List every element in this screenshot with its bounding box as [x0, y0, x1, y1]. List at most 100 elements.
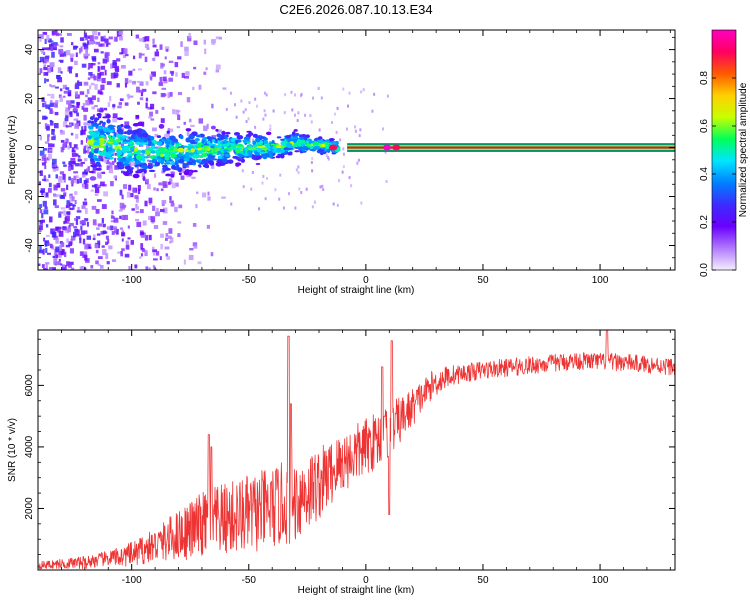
spectrogram-cell [126, 129, 132, 136]
spectrogram-cell [192, 154, 197, 159]
spectrogram-cell [188, 32, 191, 39]
spectrogram-cell [111, 210, 114, 215]
spectrogram-cell [45, 234, 50, 237]
spectrogram-cell [297, 111, 300, 115]
spectrogram-cell [144, 200, 148, 207]
spectrogram-cell [152, 205, 156, 211]
spectrogram-cell [55, 167, 59, 171]
spectrogram-cell [166, 130, 170, 134]
spectrogram-cell [125, 54, 129, 57]
spectrogram-cell [74, 200, 77, 205]
spectrogram-cell [43, 237, 46, 242]
spectrogram-cell [97, 256, 103, 260]
spectrogram-cell [48, 153, 52, 160]
spectrogram-cell [148, 267, 151, 270]
spectrogram-cell [123, 124, 131, 129]
spectrogram-cell [304, 113, 307, 117]
spectrogram-cell [252, 138, 255, 142]
spectrogram-cell [63, 210, 66, 216]
spectrogram-cell [100, 265, 104, 269]
spectrogram-cell [53, 184, 58, 191]
snr-panel: -100 -50 0 50 100 2000 4000 6000 Height of str… [7, 329, 676, 596]
spectrogram-cell [282, 206, 285, 210]
spectrogram-cell [43, 64, 47, 68]
spectrogram-cell [42, 102, 46, 108]
spectrogram-cell [45, 224, 49, 228]
spectrogram-cell [144, 56, 148, 63]
spectrogram-cell [198, 118, 204, 124]
spectrogram-cell [139, 209, 144, 214]
spectrogram-cell [106, 57, 110, 62]
spectrogram-cell [80, 162, 83, 167]
spectrogram-cell [203, 39, 207, 45]
carrier-peak [382, 144, 391, 151]
spectrogram-cell [164, 56, 167, 60]
spectrogram-cell [97, 97, 100, 103]
spectrogram-cell [107, 147, 113, 152]
colorbar-label: Normalized spectral amplitude [738, 82, 749, 217]
spectrogram-cell [67, 145, 70, 150]
spectrogram-cell [165, 237, 168, 241]
spectrogram-cell [84, 125, 87, 132]
spectrogram-cell [198, 84, 202, 90]
spectrogram-cell [110, 63, 113, 69]
colorbar-ticks: 0.0 0.2 0.4 0.6 0.8 [699, 71, 736, 277]
spectrogram-cell [80, 266, 86, 270]
spectrogram-cell [141, 132, 149, 138]
spectrogram-cell [87, 67, 90, 70]
spectrogram-cell [170, 173, 175, 178]
spectrogram-cell [95, 260, 99, 265]
spectrogram-cell [62, 121, 68, 128]
spectrogram-cell [162, 203, 165, 206]
spectrogram-cell [192, 222, 197, 227]
spectrogram-cell [88, 139, 95, 145]
spectrogram-cell [112, 141, 119, 146]
spectrogram-cell [84, 55, 89, 59]
spectrogram-cell [44, 165, 47, 170]
spectrogram-cell [161, 164, 168, 168]
spectrogram-cell [64, 110, 69, 116]
spectrogram-cell [162, 167, 166, 173]
spectrogram-cell [86, 89, 90, 94]
spectrogram-cell [44, 38, 47, 44]
spectrogram-cell [204, 48, 207, 55]
snr-x-ticks: -100 -50 0 50 100 [37, 330, 671, 586]
spectrogram-cell [47, 65, 51, 68]
spectrogram-cell [139, 97, 144, 101]
spectrogram-cell [58, 258, 61, 262]
spectrogram-cell [203, 125, 208, 131]
spectrogram-cell [162, 207, 168, 214]
spectrogram-cell [130, 167, 134, 170]
spectrogram-cell [153, 265, 156, 270]
spectrogram-cell [94, 36, 99, 40]
spectrogram-cell [144, 150, 151, 155]
spectrogram-cell [71, 147, 75, 153]
spectrogram-cell [218, 36, 223, 40]
spectrogram-cell [47, 187, 52, 193]
spectrogram-cell [122, 204, 127, 208]
spectrogram-cell [142, 36, 146, 43]
spectrogram-cell [117, 105, 122, 109]
spectrogram-cell [152, 251, 156, 256]
spectrogram-cell [131, 208, 135, 211]
spectrogram-cell [246, 150, 252, 155]
spectrogram-cell [284, 93, 287, 97]
spectrogram-cell [92, 30, 98, 36]
spectrogram-cell [129, 193, 134, 198]
carrier-peak [392, 144, 401, 151]
spectrogram-cell [52, 158, 57, 165]
spectrogram-cell [90, 160, 96, 165]
spectrogram-cell [54, 30, 58, 35]
spectrogram-cell [39, 190, 44, 193]
spectrogram-cell [39, 220, 43, 225]
spectrogram-cell [145, 102, 148, 109]
spectrogram-cell [121, 238, 124, 242]
spectrogram-cell [168, 148, 172, 152]
spectrogram-cell [111, 150, 115, 156]
spectrogram-cell [87, 137, 90, 143]
snr-y-tick-label: 2000 [24, 497, 35, 520]
spectrogram-cell [145, 81, 149, 86]
spectrogram-cell [87, 40, 90, 45]
spectrogram-cell [56, 182, 61, 188]
spectrogram-cell [94, 84, 98, 90]
